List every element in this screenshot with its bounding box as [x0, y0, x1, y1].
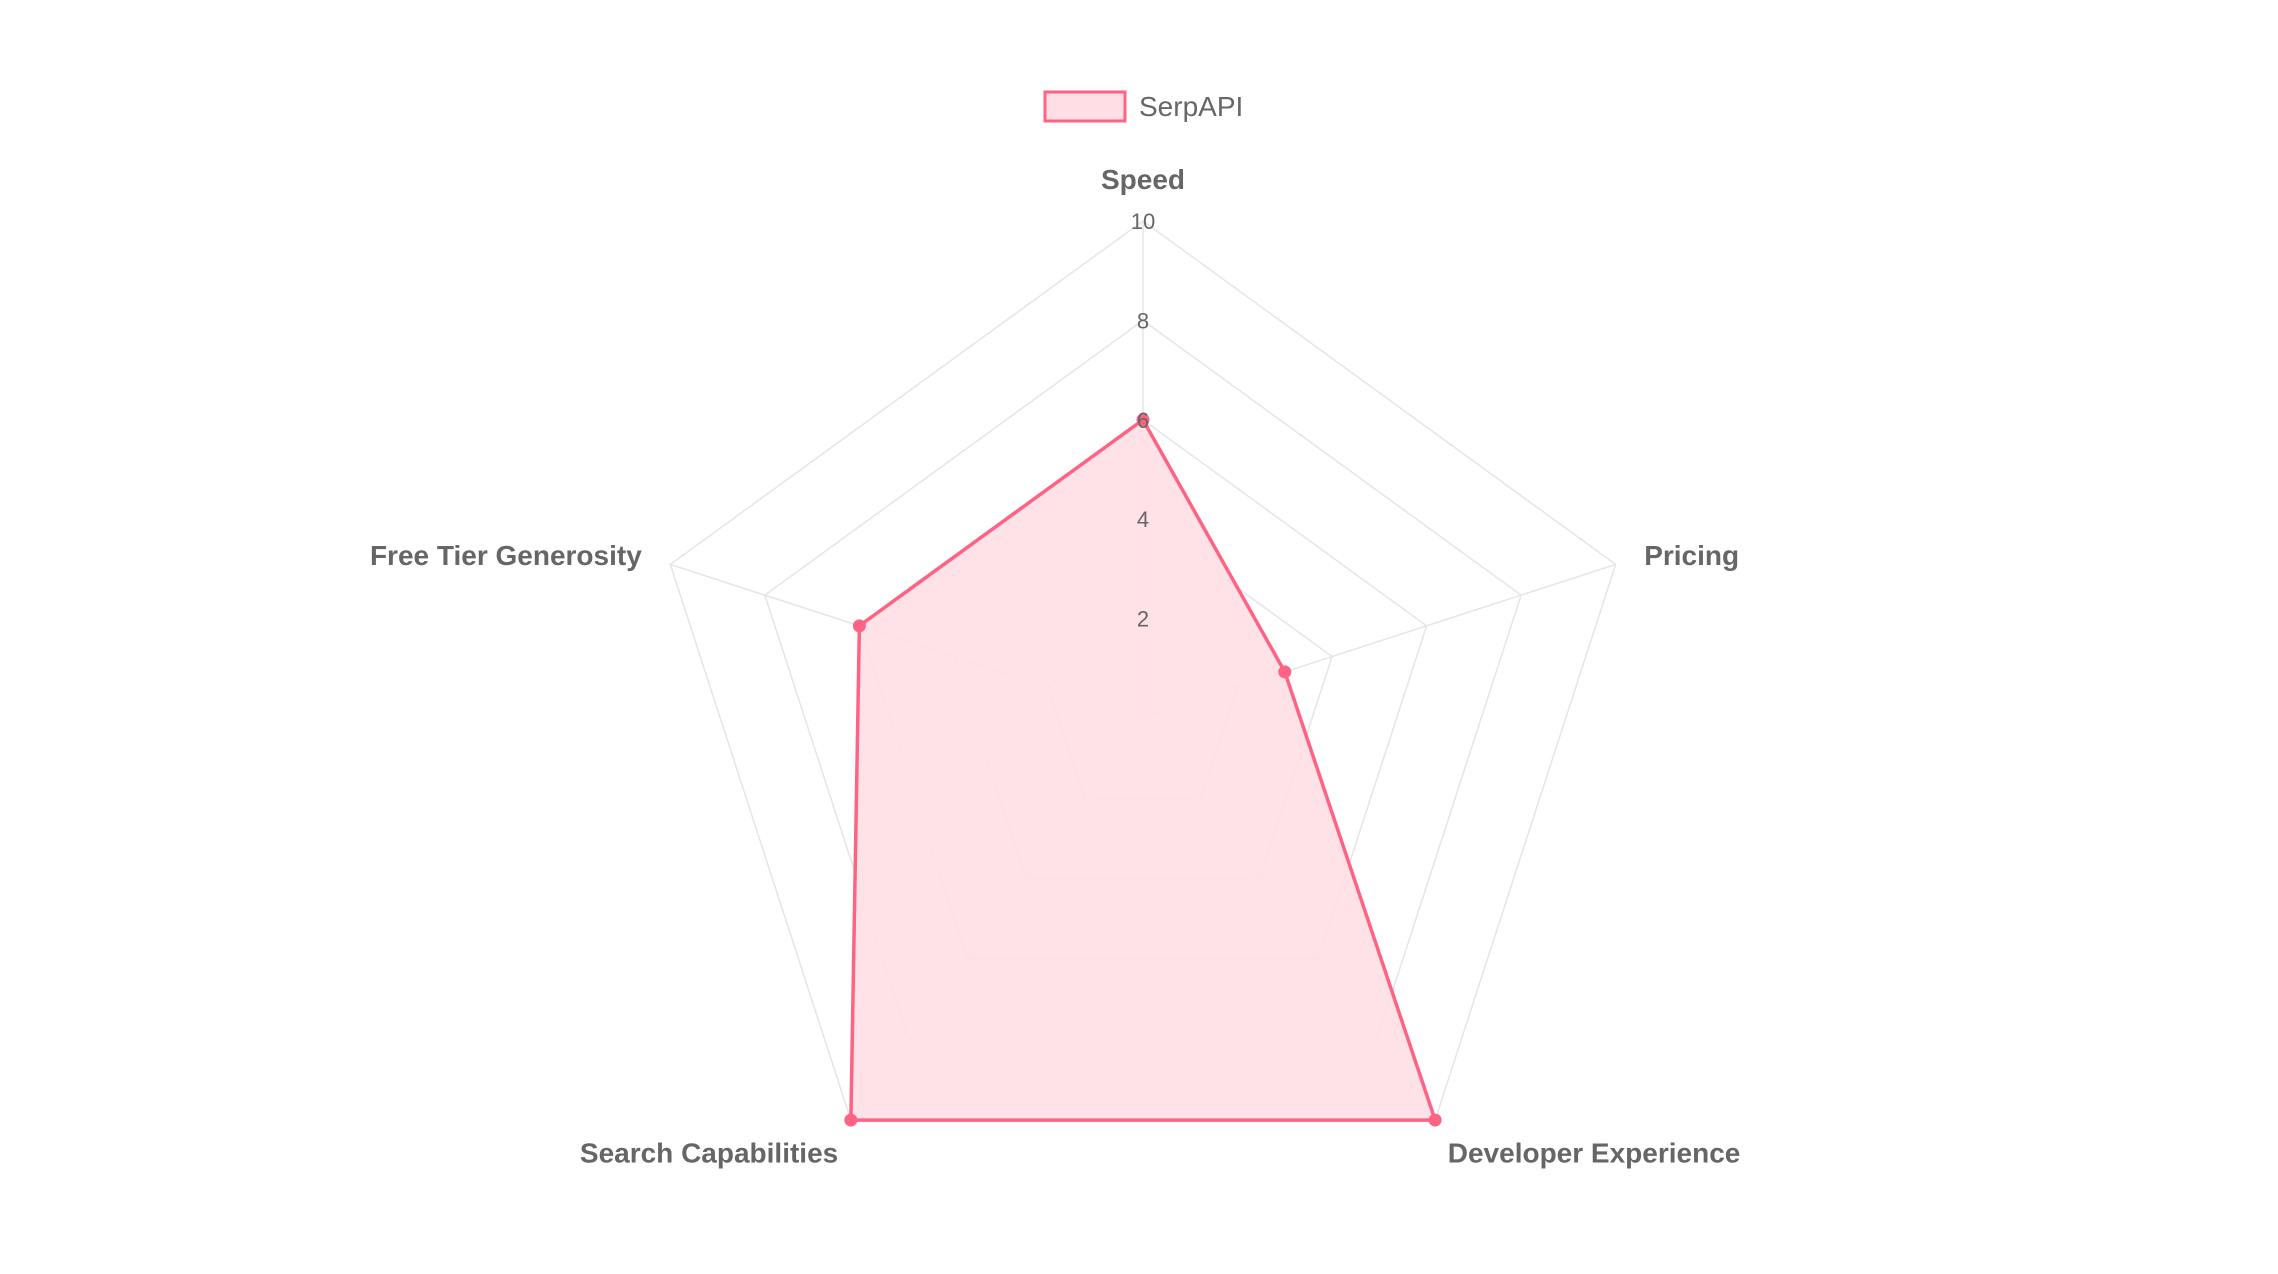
axis-label-developer-experience: Developer Experience	[1448, 1137, 1741, 1168]
tick-label-8: 8	[1137, 308, 1149, 333]
radar-series	[844, 413, 1442, 1127]
axis-label-search-capabilities: Search Capabilities	[580, 1137, 838, 1168]
axis-label-speed: Speed	[1101, 164, 1185, 195]
tick-label-2: 2	[1137, 607, 1149, 632]
data-point-pricing[interactable]	[1278, 665, 1292, 679]
legend-label-serpapi[interactable]: SerpAPI	[1139, 91, 1243, 122]
tick-label-10: 10	[1131, 209, 1155, 234]
radar-axis-labels: Speed Pricing Developer Experience Search C…	[370, 164, 1740, 1168]
legend-swatch-serpapi[interactable]	[1043, 90, 1127, 123]
series-area-serpapi[interactable]	[849, 418, 1437, 1122]
tick-label-6: 6	[1137, 408, 1149, 433]
radar-tick-labels: 2 4 6 8 10	[1131, 209, 1155, 632]
data-point-free-tier-generosity[interactable]	[852, 619, 866, 633]
axis-label-free-tier-generosity: Free Tier Generosity	[370, 540, 642, 571]
tick-label-4: 4	[1137, 507, 1149, 532]
data-point-speed[interactable]	[1136, 413, 1150, 427]
data-point-developer-experience[interactable]	[1428, 1113, 1442, 1127]
legend[interactable]: SerpAPI	[1043, 90, 1243, 123]
axis-label-pricing: Pricing	[1644, 540, 1739, 571]
data-point-search-capabilities[interactable]	[844, 1113, 858, 1127]
